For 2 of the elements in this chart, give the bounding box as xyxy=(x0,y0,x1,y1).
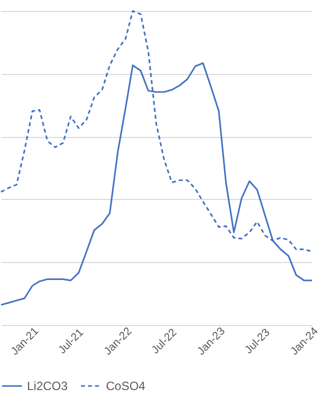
legend-label: CoSO4 xyxy=(106,379,146,393)
legend-label: Li2CO3 xyxy=(27,379,68,393)
